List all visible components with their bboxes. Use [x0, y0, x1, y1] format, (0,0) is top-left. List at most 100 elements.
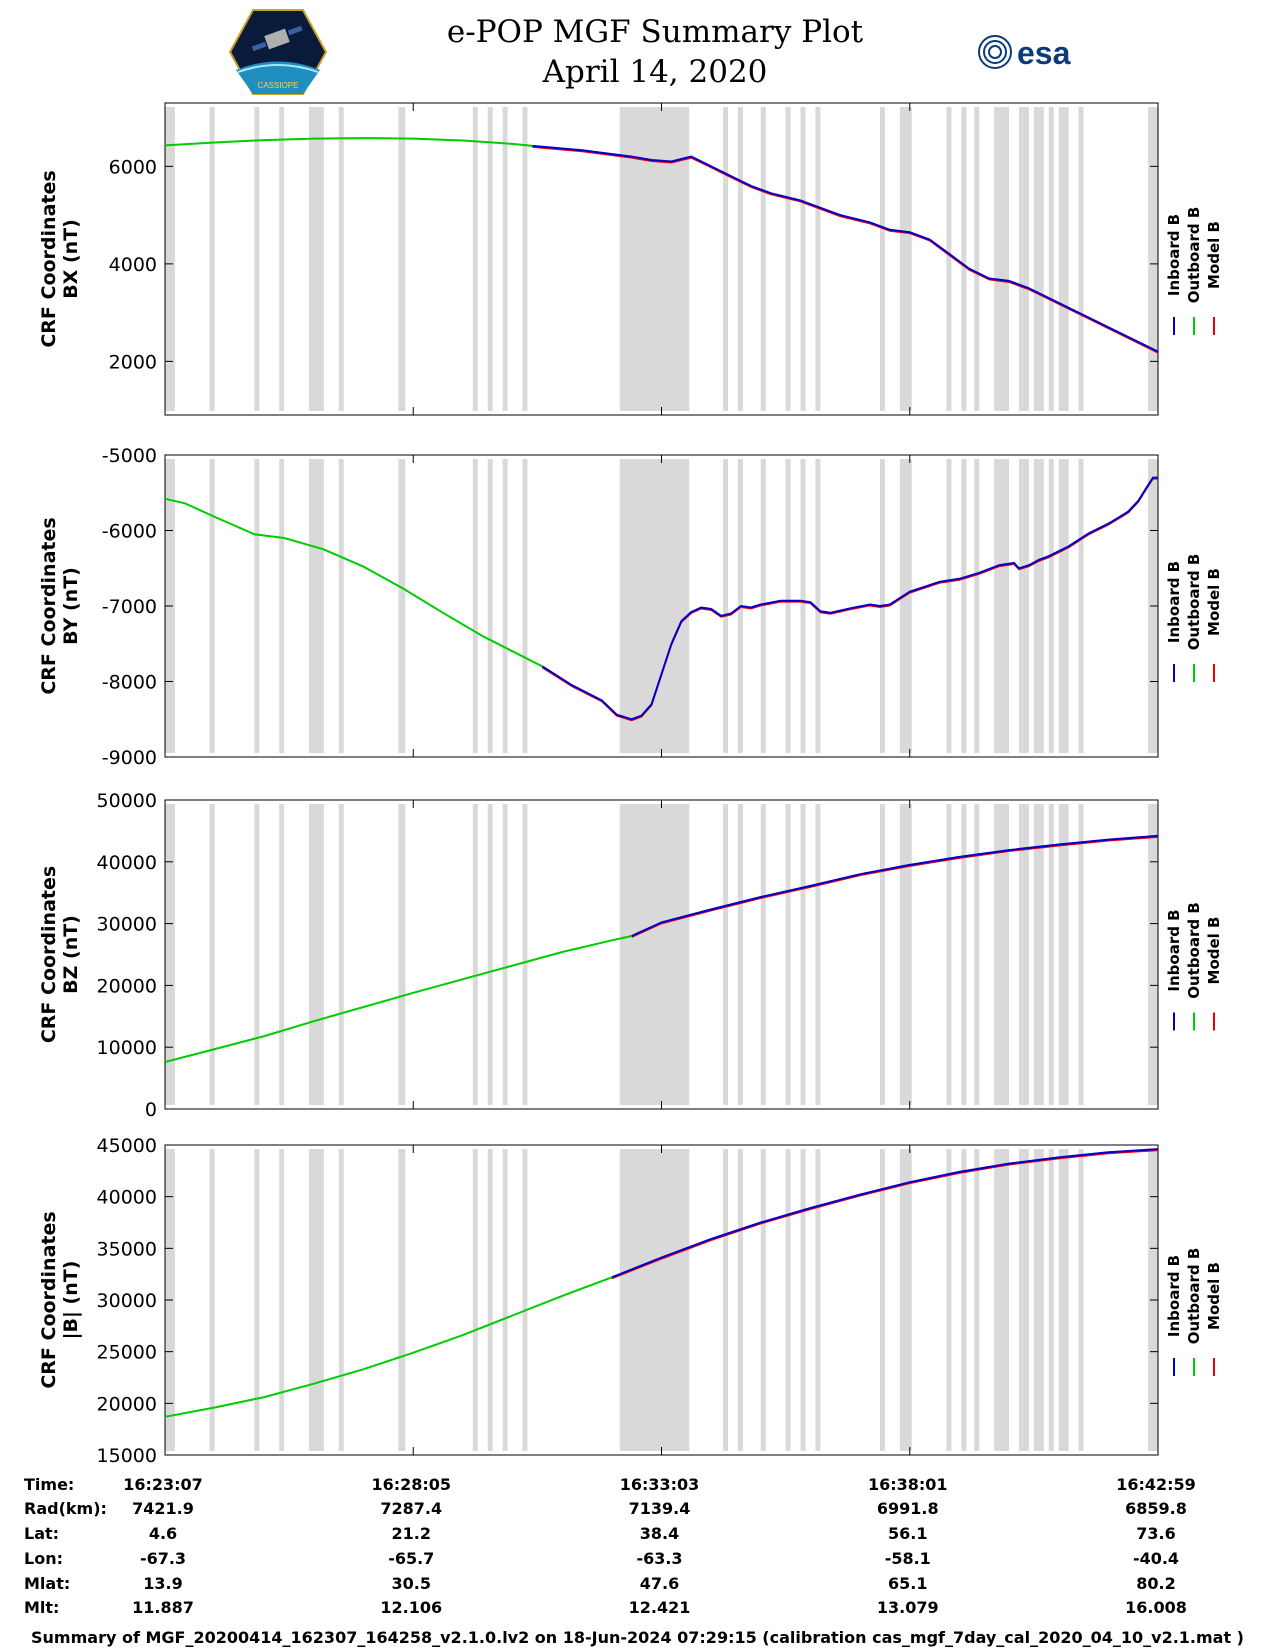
data-gap-band: [398, 107, 406, 411]
data-gap-band: [522, 459, 528, 753]
data-gap-band: [974, 107, 980, 411]
data-gap-band: [737, 107, 743, 411]
y-tick-label: 6000: [109, 156, 157, 178]
y-tick-label: -7000: [102, 596, 157, 618]
data-gap-band: [1078, 459, 1084, 753]
data-gap-band: [279, 1149, 285, 1451]
inboard-series-line: [611, 1148, 1159, 1279]
data-gap-band: [800, 804, 806, 1105]
data-gap-band: [961, 1149, 967, 1451]
cassiope-logo: CASSIOPE: [228, 9, 328, 95]
data-gap-band: [723, 107, 729, 411]
info-cell: 4.6: [149, 1524, 177, 1543]
data-gap-band: [308, 1149, 324, 1451]
data-gap-band: [1018, 804, 1029, 1105]
data-gap-band: [1018, 1149, 1029, 1451]
info-cell: -40.4: [1133, 1549, 1179, 1568]
y-axis-label-line: BZ (nT): [60, 915, 82, 994]
data-gap-band: [338, 804, 344, 1105]
data-gap-band: [800, 107, 806, 411]
legend: Inboard B Outboard B Model B: [1165, 1248, 1223, 1376]
legend-inboard-label: Inboard B: [1165, 561, 1183, 643]
data-gap-band: [800, 459, 806, 753]
y-tick-label: 40000: [97, 852, 157, 874]
data-gap-band: [487, 107, 493, 411]
info-cell: -67.3: [140, 1549, 186, 1568]
info-row-label: Lon:: [24, 1549, 63, 1568]
info-cell: 6859.8: [1125, 1499, 1187, 1518]
legend-outboard-label: Outboard B: [1185, 207, 1203, 304]
info-cell: 6991.8: [877, 1499, 939, 1518]
data-gap-band: [398, 1149, 406, 1451]
data-gap-band: [879, 804, 885, 1105]
data-gap-band: [165, 107, 175, 411]
data-gap-band: [338, 1149, 344, 1451]
y-axis-label: CRF CoordinatesBY (nT): [38, 517, 82, 694]
data-gap-band: [1018, 107, 1029, 411]
data-gap-band: [502, 107, 508, 411]
data-gap-band: [1148, 804, 1158, 1105]
data-gap-band: [1058, 804, 1069, 1105]
data-gap-band: [254, 804, 260, 1105]
outboard-series-line: [164, 935, 632, 1063]
legend-model-label: Model B: [1205, 221, 1223, 289]
data-gap-band: [994, 107, 1010, 411]
y-tick-label: 10000: [97, 1037, 157, 1059]
outboard-series-line: [164, 497, 543, 668]
info-cell: 11.887: [132, 1598, 194, 1617]
data-gap-band: [879, 107, 885, 411]
data-gap-band: [1033, 804, 1044, 1105]
inboard-series-line: [631, 834, 1159, 937]
y-tick-label: -9000: [102, 747, 157, 769]
data-gap-band: [619, 1149, 690, 1451]
data-gap-band: [1148, 107, 1158, 411]
info-cell: 16:33:03: [620, 1475, 700, 1494]
info-cell: 7287.4: [380, 1499, 442, 1518]
y-tick-label: 15000: [97, 1445, 157, 1467]
data-gap-band: [209, 1149, 215, 1451]
data-gap-band: [1018, 459, 1029, 753]
y-axis-label-line: |B| (nT): [60, 1261, 82, 1340]
data-gap-band: [209, 459, 215, 753]
legend-model-label: Model B: [1205, 917, 1223, 985]
y-tick-label: 30000: [97, 914, 157, 936]
legend-outboard-label: Outboard B: [1185, 554, 1203, 651]
data-gap-band: [974, 1149, 980, 1451]
data-gap-band: [254, 107, 260, 411]
data-gap-band: [254, 1149, 260, 1451]
data-gap-band: [1033, 107, 1044, 411]
satellite-icon: [251, 25, 303, 52]
info-cell: 16:23:07: [123, 1475, 203, 1494]
data-gap-band: [974, 459, 980, 753]
data-gap-band: [974, 804, 980, 1105]
data-gap-band: [785, 1149, 791, 1451]
data-gap-band: [398, 459, 406, 753]
y-tick-label: 25000: [97, 1342, 157, 1364]
info-cell: -63.3: [636, 1549, 682, 1568]
data-gap-band: [1058, 107, 1069, 411]
data-gap-band: [279, 804, 285, 1105]
legend-model-label: Model B: [1205, 568, 1223, 636]
y-axis-label-line: CRF Coordinates: [38, 1211, 60, 1388]
info-cell: 13.079: [877, 1598, 939, 1617]
data-gap-band: [961, 804, 967, 1105]
esa-logo-label: esa: [1017, 35, 1071, 71]
data-gap-band: [815, 459, 821, 753]
data-gap-band: [338, 107, 344, 411]
data-gap-band: [308, 804, 324, 1105]
data-gap-band: [737, 804, 743, 1105]
data-gap-band: [1058, 1149, 1069, 1451]
data-gap-band: [502, 1149, 508, 1451]
y-tick-label: 40000: [97, 1187, 157, 1209]
data-gap-band: [165, 804, 175, 1105]
data-gap-band: [879, 1149, 885, 1451]
y-tick-label: -5000: [102, 445, 157, 467]
info-cell: 12.421: [629, 1598, 691, 1617]
data-gap-band: [737, 1149, 743, 1451]
data-gap-band: [487, 1149, 493, 1451]
y-axis-label-line: CRF Coordinates: [38, 517, 60, 694]
data-gap-band: [1033, 1149, 1044, 1451]
data-gap-band: [815, 107, 821, 411]
legend: Inboard B Outboard B Model B: [1165, 207, 1223, 335]
info-cell: 56.1: [888, 1524, 927, 1543]
